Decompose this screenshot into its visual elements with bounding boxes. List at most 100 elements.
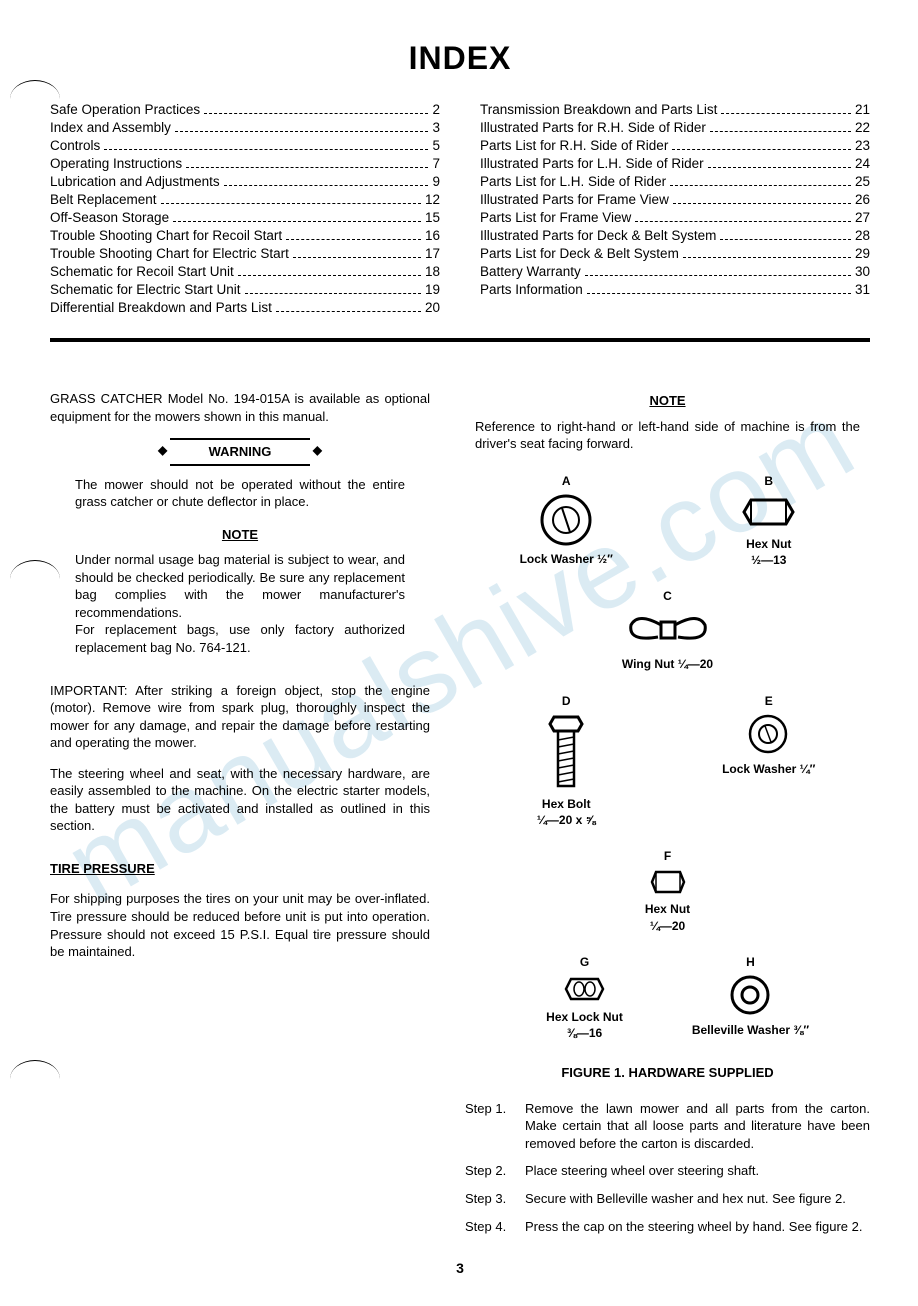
index-label: Illustrated Parts for Deck & Belt System: [480, 228, 716, 243]
index-label: Off-Season Storage: [50, 210, 169, 225]
note-right-text: Reference to right-hand or left-hand sid…: [475, 418, 860, 453]
index-page: 31: [855, 282, 870, 297]
hardware-letter: B: [670, 473, 869, 489]
tire-pressure-heading: TIRE PRESSURE: [50, 860, 430, 878]
hardware-letter: A: [467, 473, 666, 489]
step-text: Remove the lawn mower and all parts from…: [525, 1100, 870, 1153]
grass-catcher-note: GRASS CATCHER Model No. 194-015A is avai…: [50, 390, 430, 425]
index-label: Transmission Breakdown and Parts List: [480, 102, 717, 117]
note-heading: NOTE: [50, 526, 430, 544]
index-label: Trouble Shooting Chart for Electric Star…: [50, 246, 289, 261]
index-entry: Trouble Shooting Chart for Electric Star…: [50, 246, 440, 261]
hardware-item: CWing Nut ¼—20: [465, 583, 870, 687]
hardware-figure: A Lock Washer ½″ B Hex Nut ½—13 CWing Nut ¼—…: [465, 468, 870, 688]
index-entry: Parts List for Frame View 27: [480, 210, 870, 225]
index-table: Safe Operation Practices2 Index and Assem…: [50, 102, 870, 318]
index-label: Operating Instructions: [50, 156, 182, 171]
index-page: 12: [425, 192, 440, 207]
index-page: 25: [855, 174, 870, 189]
step-item: Step 3.Secure with Belleville washer and…: [465, 1190, 870, 1208]
index-page: 5: [432, 138, 440, 153]
index-page: 24: [855, 156, 870, 171]
index-entry: Schematic for Recoil Start Unit18: [50, 264, 440, 279]
tire-pressure-text: For shipping purposes the tires on your …: [50, 890, 430, 960]
step-item: Step 2.Place steering wheel over steerin…: [465, 1162, 870, 1180]
index-entry: Belt Replacement 12: [50, 192, 440, 207]
hardware-letter: D: [467, 693, 666, 709]
hardware-letter: F: [467, 848, 868, 864]
warning-text: The mower should not be operated without…: [75, 476, 405, 511]
figure-caption: FIGURE 1. HARDWARE SUPPLIED: [465, 1064, 870, 1082]
divider: [50, 338, 870, 342]
hardware-item: B Hex Nut ½—13: [668, 468, 871, 584]
index-label: Parts List for Deck & Belt System: [480, 246, 679, 261]
index-page: 29: [855, 246, 870, 261]
index-page: 28: [855, 228, 870, 243]
hardware-label: Wing Nut ¼—20: [467, 656, 868, 672]
step-number: Step 1.: [465, 1100, 525, 1153]
important-text: IMPORTANT: After striking a foreign obje…: [50, 682, 430, 752]
index-page: 9: [432, 174, 440, 189]
step-text: Place steering wheel over steering shaft…: [525, 1162, 870, 1180]
hardware-item: F Hex Nut ¼—20: [465, 843, 870, 949]
hardware-figure: DHex Bolt ¼—20 x ⅝ELock Washer ¼″FHex Nu…: [465, 688, 870, 949]
index-label: Parts List for L.H. Side of Rider: [480, 174, 666, 189]
hardware-label: Hex Nut ¼—20: [467, 901, 868, 933]
hardware-item: D Hex Bolt ¼—20 x ⅝: [465, 688, 668, 844]
hardware-label: Hex Lock Nut ⅜—16: [504, 1009, 666, 1041]
step-number: Step 4.: [465, 1218, 525, 1236]
index-label: Belt Replacement: [50, 192, 157, 207]
index-entry: Illustrated Parts for L.H. Side of Rider…: [480, 156, 870, 171]
hardware-figure: G Hex Lock Nut ⅜—16HBelleville Washer ⅜″: [465, 949, 870, 1057]
index-entry: Transmission Breakdown and Parts List 21: [480, 102, 870, 117]
hardware-item: HBelleville Washer ⅜″: [668, 949, 834, 1057]
index-entry: Schematic for Electric Start Unit19: [50, 282, 440, 297]
index-entry: Parts List for Deck & Belt System 29: [480, 246, 870, 261]
index-page: 22: [855, 120, 870, 135]
index-label: Battery Warranty: [480, 264, 581, 279]
hardware-label: Lock Washer ½″: [467, 551, 666, 567]
hardware-item: G Hex Lock Nut ⅜—16: [502, 949, 668, 1057]
index-label: Schematic for Recoil Start Unit: [50, 264, 234, 279]
index-page: 17: [425, 246, 440, 261]
hardware-label: Hex Bolt ¼—20 x ⅝: [467, 796, 666, 828]
index-label: Controls: [50, 138, 100, 153]
index-entry: Safe Operation Practices2: [50, 102, 440, 117]
step-text: Press the cap on the steering wheel by h…: [525, 1218, 870, 1236]
index-entry: Lubrication and Adjustments 9: [50, 174, 440, 189]
index-label: Lubrication and Adjustments: [50, 174, 220, 189]
index-entry: Parts List for L.H. Side of Rider 25: [480, 174, 870, 189]
step-item: Step 1.Remove the lawn mower and all par…: [465, 1100, 870, 1153]
step-text: Secure with Belleville washer and hex nu…: [525, 1190, 870, 1208]
index-entry: Differential Breakdown and Parts List20: [50, 300, 440, 315]
index-label: Parts List for R.H. Side of Rider: [480, 138, 668, 153]
index-page: 23: [855, 138, 870, 153]
index-page: 21: [855, 102, 870, 117]
index-page: 30: [855, 264, 870, 279]
index-page: 15: [425, 210, 440, 225]
index-page: 27: [855, 210, 870, 225]
index-entry: Battery Warranty 30: [480, 264, 870, 279]
assembly-text: The steering wheel and seat, with the ne…: [50, 765, 430, 835]
step-item: Step 4.Press the cap on the steering whe…: [465, 1218, 870, 1236]
page-title: INDEX: [50, 40, 870, 77]
index-label: Parts List for Frame View: [480, 210, 631, 225]
index-page: 26: [855, 192, 870, 207]
index-label: Illustrated Parts for R.H. Side of Rider: [480, 120, 706, 135]
index-page: 3: [432, 120, 440, 135]
hardware-label: Lock Washer ¼″: [670, 761, 869, 777]
index-label: Illustrated Parts for Frame View: [480, 192, 669, 207]
step-number: Step 3.: [465, 1190, 525, 1208]
index-entry: Controls 5: [50, 138, 440, 153]
index-label: Index and Assembly: [50, 120, 171, 135]
index-label: Trouble Shooting Chart for Recoil Start: [50, 228, 282, 243]
index-entry: Illustrated Parts for R.H. Side of Rider…: [480, 120, 870, 135]
index-label: Schematic for Electric Start Unit: [50, 282, 241, 297]
note-heading: NOTE: [465, 392, 870, 410]
hardware-label: Hex Nut ½—13: [670, 536, 869, 568]
index-entry: Parts Information31: [480, 282, 870, 297]
index-entry: Illustrated Parts for Frame View 26: [480, 192, 870, 207]
hardware-letter: G: [504, 954, 666, 970]
hardware-letter: H: [670, 954, 832, 970]
hardware-item: A Lock Washer ½″: [465, 468, 668, 584]
